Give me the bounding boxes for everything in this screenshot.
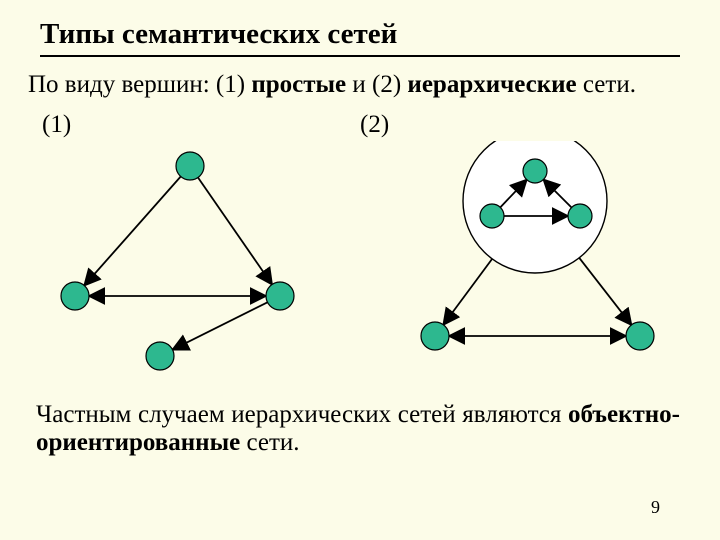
intro-prefix: По виду вершин: (1) xyxy=(28,71,251,98)
footer-suffix: сети. xyxy=(240,429,299,456)
diagram-labels: (1) (2) xyxy=(0,111,720,141)
intro-suffix: сети. xyxy=(577,71,636,98)
page-number: 9 xyxy=(651,497,660,518)
intro-bold2: иерархические xyxy=(407,71,576,98)
footer-paragraph: Частным случаем иерархических сетей явля… xyxy=(0,401,720,457)
title-text: Типы семантических сетей xyxy=(40,18,397,50)
label-2: (2) xyxy=(360,111,389,139)
page-title: Типы семантических сетей xyxy=(0,0,720,55)
network-diagram xyxy=(0,141,720,401)
label-1: (1) xyxy=(42,111,71,139)
intro-bold1: простые xyxy=(251,71,346,98)
diagram-area xyxy=(0,141,720,401)
intro-mid: и (2) xyxy=(346,71,407,98)
footer-prefix: Частным случаем иерархических сетей явля… xyxy=(36,401,568,428)
intro-paragraph: По виду вершин: (1) простые и (2) иерарх… xyxy=(0,57,720,99)
